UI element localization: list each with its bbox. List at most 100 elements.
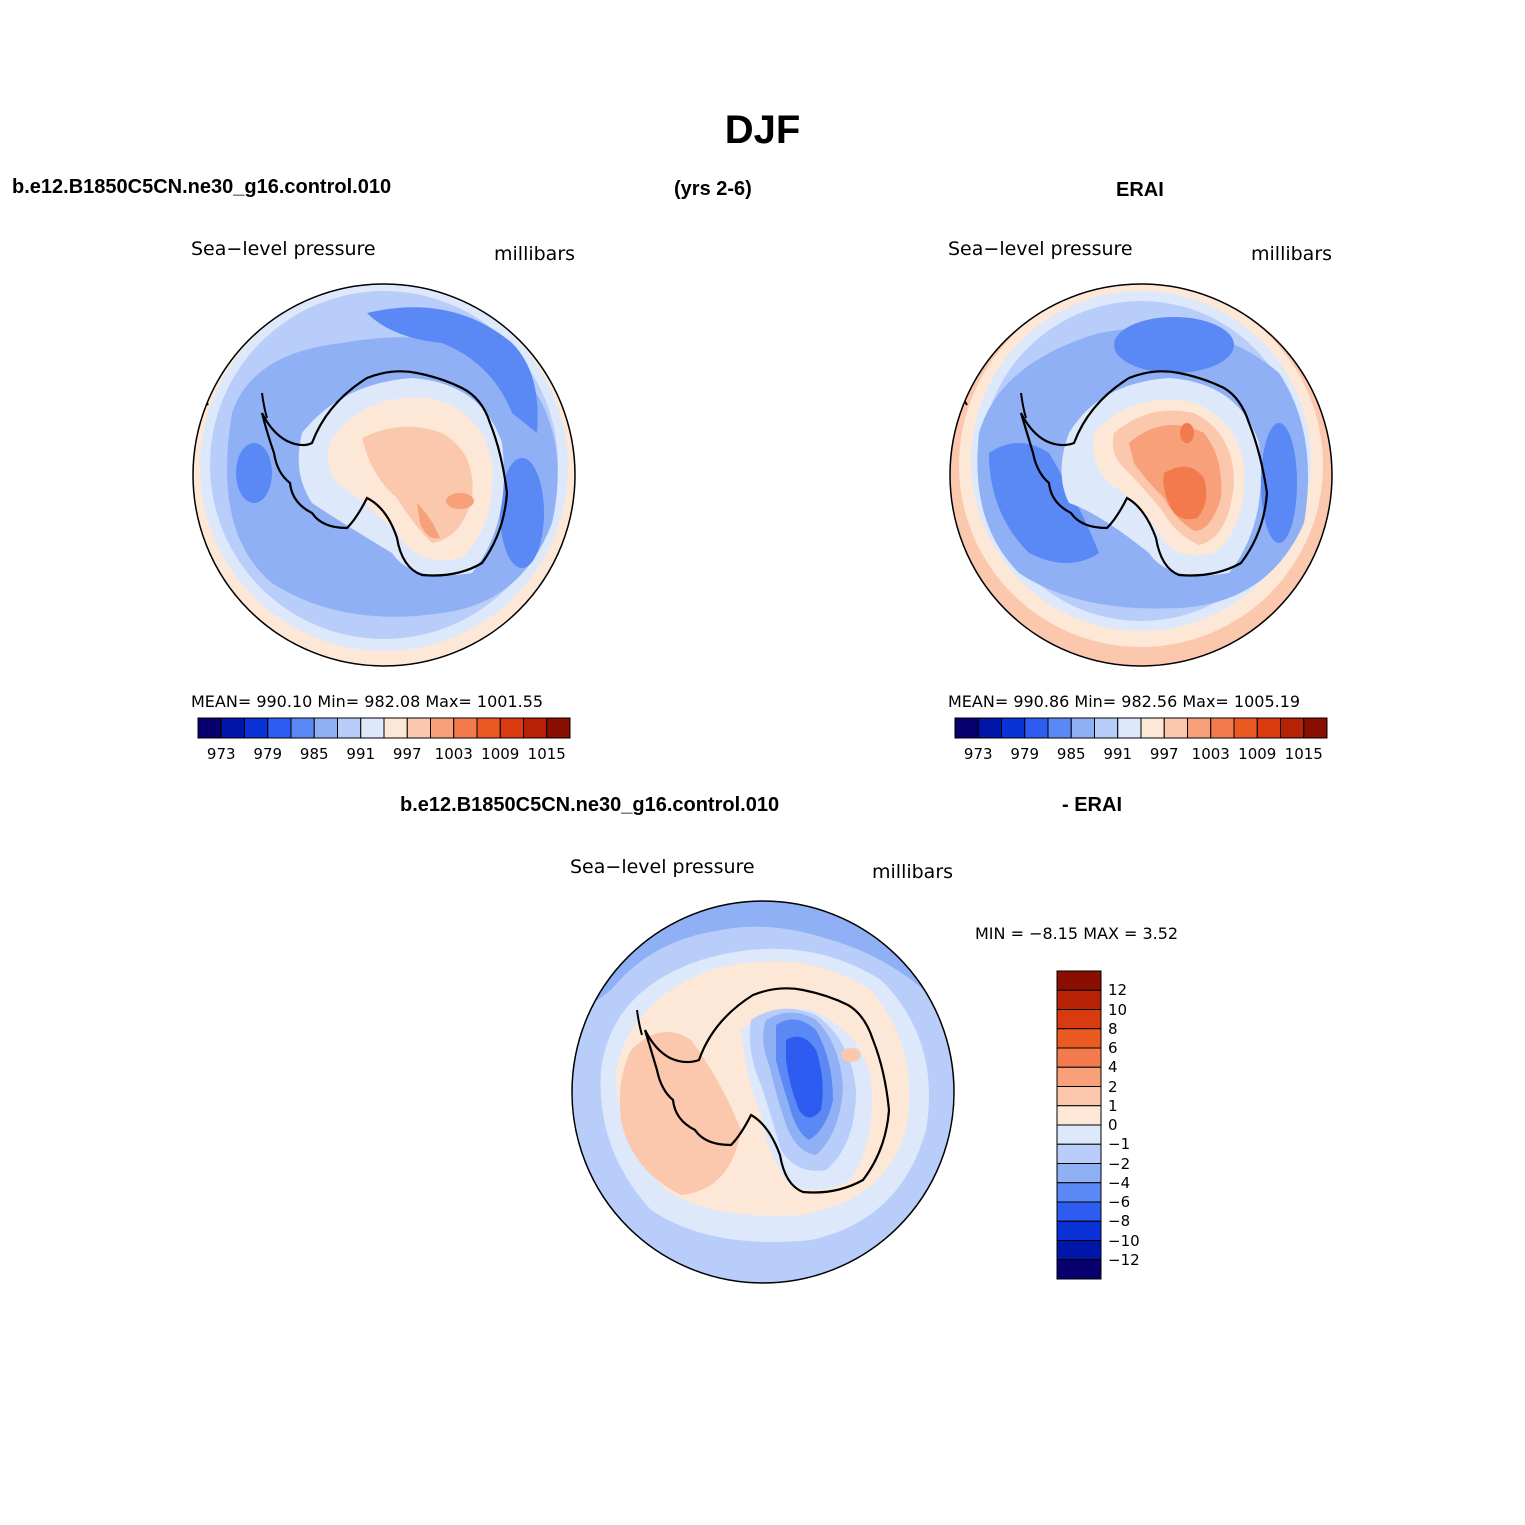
obs-variable-label: Sea−level pressure [948,238,1133,260]
colorbar-tick-label: 1009 [481,745,520,763]
coastline-fragment [636,1009,643,1036]
colorbar-box [1163,717,1188,739]
colorbar-box [337,717,362,739]
colorbar-tick-label: 1015 [527,745,566,763]
colorbar-tick-label: 1 [1108,1096,1118,1115]
map-fill [572,901,954,1020]
colorbar-box [1056,1124,1102,1145]
map-border [192,283,576,667]
colorbar-box [1056,1009,1102,1030]
colorbar-box [197,717,222,739]
colorbar-box [1056,1201,1102,1222]
colorbar-box [1056,1086,1102,1107]
colorbar-tick-label: −10 [1108,1231,1140,1250]
colorbar-box [1056,989,1102,1010]
colorbar-tick-label: 8 [1108,1019,1118,1038]
colorbar-box [430,717,455,739]
coastline-fragment [580,1014,586,1023]
colorbar-tick-label: 6 [1108,1039,1118,1057]
colorbar-box [1140,717,1165,739]
colorbar-tick-label: 979 [1010,745,1040,763]
colorbar-tick-label: 991 [346,745,376,763]
colorbar-tick-label: 979 [253,745,283,763]
map-fill [362,426,473,543]
colorbar-tick-label: 985 [1056,745,1086,763]
colorbar-tick-label: −6 [1108,1193,1131,1211]
colorbar-box [476,717,501,739]
obs-name: ERAI [1116,179,1164,201]
colorbar-tick-label: 985 [299,745,329,763]
colorbar-tick-label: 0 [1108,1116,1118,1134]
diff-colorbar [1056,970,1102,1280]
diff-units-label: millibars [872,861,954,883]
colorbar-box [1001,717,1026,739]
colorbar-box [360,717,385,739]
colorbar-box [977,717,1002,739]
map-fill [989,443,1099,563]
map-fill [446,493,474,509]
map-fill [417,503,440,539]
colorbar-tick-label: 997 [392,745,422,763]
colorbar-box [1056,1259,1102,1280]
antarctica-coastline [643,987,891,1194]
colorbar-box [1233,717,1258,739]
colorbar-tick-label: 991 [1103,745,1133,763]
years-label: (yrs 2-6) [674,178,752,200]
colorbar-box [499,717,524,739]
colorbar-tick-label: 1003 [1191,745,1230,763]
colorbar-tick-label: −4 [1108,1173,1131,1192]
colorbar-tick-label: 1003 [434,745,473,763]
obs-colorbar [954,717,1328,739]
map-fill [1180,423,1194,443]
colorbar-box [1094,717,1119,739]
colorbar-box [313,717,338,739]
colorbar-tick-label: −12 [1108,1250,1140,1269]
colorbar-box [1056,1143,1102,1164]
colorbar-box [1024,717,1049,739]
model-case-name: b.e12.B1850C5CN.ne30_g16.control.010 [12,176,392,198]
colorbar-box [1056,1220,1102,1241]
colorbar-box [523,717,548,739]
coastline-fragment [261,392,268,419]
colorbar-box [1117,717,1142,739]
colorbar-box [406,717,431,739]
model-stats: MEAN= 990.10 Min= 982.08 Max= 1001.55 [191,692,544,711]
colorbar-box [1070,717,1095,739]
colorbar-box [954,717,979,739]
obs-stats: MEAN= 990.86 Min= 982.56 Max= 1005.19 [948,692,1301,711]
colorbar-box [1056,1066,1102,1087]
diff-case-name: b.e12.B1850C5CN.ne30_g16.control.010 [400,794,780,816]
colorbar-box [1047,717,1072,739]
colorbar-tick-label: 1009 [1238,745,1277,763]
colorbar-box [1056,1182,1102,1203]
colorbar-tick-label: 1015 [1284,745,1323,763]
model-polar-map [192,283,576,667]
colorbar-box [244,717,269,739]
diff-stats: MIN = −8.15 MAX = 3.52 [975,924,1179,943]
model-variable-label: Sea−level pressure [191,238,376,260]
colorbar-tick-label: 12 [1108,981,1128,1000]
colorbar-box [1210,717,1235,739]
map-border [571,900,955,1284]
antarctica-coastline [260,370,509,577]
obs-polar-map [949,283,1333,667]
diff-obs-name: - ERAI [1062,794,1122,816]
colorbar-tick-label: 4 [1108,1058,1118,1077]
colorbar-box [1187,717,1212,739]
colorbar-tick-label: −2 [1108,1154,1131,1173]
colorbar-box [1056,1105,1102,1126]
colorbar-box [1056,970,1102,991]
obs-units-label: millibars [1251,243,1333,265]
colorbar-box [1256,717,1281,739]
map-fill [786,1036,823,1118]
map-fill [841,1048,861,1062]
colorbar-box [1056,1028,1102,1049]
colorbar-box [1056,1047,1102,1068]
antarctica-coastline [1019,370,1269,577]
colorbar-box [546,717,571,739]
map-fill [1261,423,1297,543]
colorbar-box [267,717,292,739]
colorbar-tick-label: −8 [1108,1212,1131,1231]
colorbar-tick-label: 2 [1108,1077,1118,1096]
map-fill [367,307,538,433]
